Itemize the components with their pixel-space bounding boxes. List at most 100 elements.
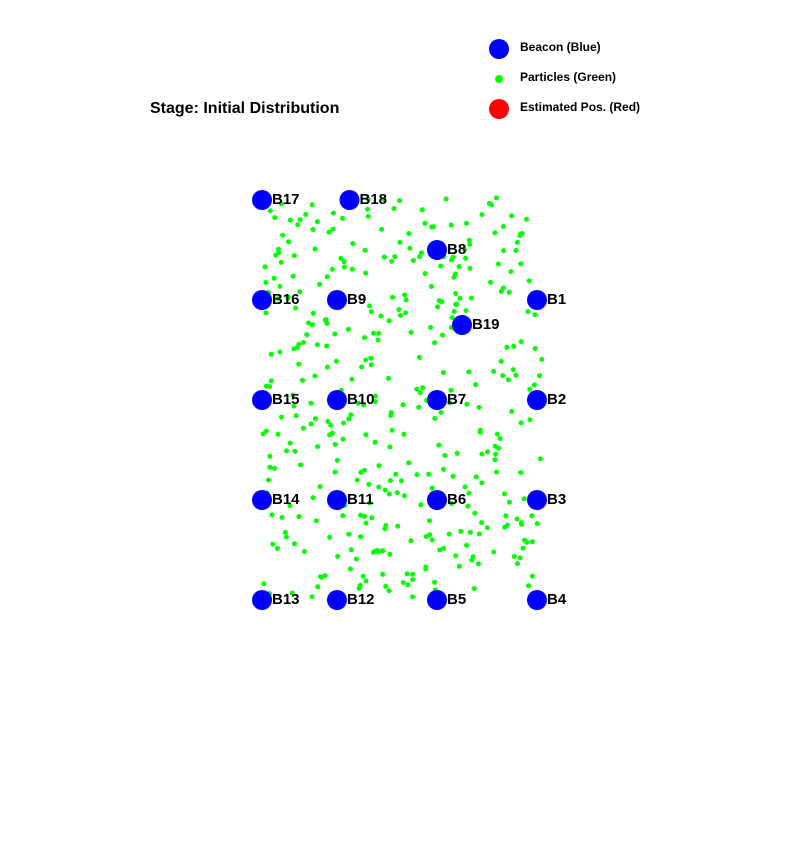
- particle-point: [310, 495, 316, 501]
- particle-point: [463, 308, 469, 314]
- beacon-marker: [427, 390, 447, 410]
- particle-point: [358, 512, 364, 518]
- beacon-b17: B17: [252, 190, 300, 210]
- particle-point: [386, 588, 392, 594]
- particle-point: [494, 469, 499, 475]
- particle-point: [401, 493, 407, 499]
- particle-point: [361, 467, 367, 473]
- particle-point: [465, 503, 471, 509]
- particle-point: [529, 513, 535, 519]
- particle-point: [446, 531, 452, 537]
- particle-point: [335, 553, 341, 559]
- particle-point: [324, 364, 330, 370]
- particle-point: [493, 451, 499, 457]
- particle-point: [398, 478, 404, 484]
- particle-point: [303, 212, 309, 217]
- particle-point: [382, 526, 388, 532]
- particle-point: [440, 370, 446, 376]
- particle-point: [426, 471, 432, 477]
- particle-point: [327, 534, 333, 540]
- particle-point: [324, 343, 330, 349]
- particle-point: [513, 372, 519, 378]
- particle-point: [278, 259, 284, 265]
- particle-point: [334, 457, 340, 463]
- particle-point: [397, 198, 403, 204]
- particle-point: [388, 413, 394, 418]
- beacons-layer: B1 B2 B3 B4 B5 B6 B7 B8 B9 B10 B11 B12 B13 B14 B15 B16 B…: [252, 190, 567, 610]
- particle-point: [278, 201, 284, 207]
- particle-point: [363, 432, 369, 438]
- particle-point: [397, 239, 403, 245]
- particle-point: [454, 450, 460, 456]
- particle-point: [376, 330, 382, 336]
- particle-point: [526, 278, 532, 284]
- particle-point: [457, 295, 463, 301]
- particle-point: [501, 248, 506, 254]
- particle-point: [513, 248, 519, 253]
- particle-point: [503, 513, 509, 519]
- particle-point: [374, 548, 380, 554]
- particle-point: [452, 271, 458, 277]
- particle-point: [435, 304, 440, 310]
- particle-point: [376, 484, 382, 490]
- beacon-marker: [339, 190, 360, 210]
- particle-point: [282, 529, 288, 535]
- particle-point: [410, 594, 415, 600]
- particle-point: [312, 373, 318, 379]
- particle-point: [438, 410, 444, 415]
- particle-point: [296, 514, 302, 520]
- particle-point: [330, 210, 336, 216]
- particle-point: [326, 229, 332, 235]
- particle-point: [354, 477, 360, 483]
- particle-point: [410, 258, 416, 263]
- beacon-marker: [527, 590, 547, 610]
- particle-point: [398, 312, 403, 318]
- beacon-b8: B8: [427, 240, 466, 260]
- particle-point: [332, 469, 338, 475]
- beacon-label: B19: [472, 316, 500, 333]
- beacon-label: B3: [547, 491, 566, 508]
- particle-point: [403, 297, 409, 303]
- particle-point: [386, 491, 392, 497]
- particle-point: [464, 542, 470, 548]
- particle-point: [298, 462, 303, 468]
- particle-point: [301, 340, 306, 345]
- particle-point: [479, 451, 485, 457]
- particle-point: [518, 339, 524, 345]
- beacon-b6: B6: [427, 490, 466, 510]
- beacon-label: B16: [272, 291, 300, 308]
- particle-point: [454, 301, 460, 307]
- particle-point: [501, 491, 507, 497]
- particle-point: [390, 294, 395, 300]
- particle-point: [514, 516, 520, 522]
- particle-point: [458, 528, 464, 534]
- particle-point: [405, 582, 411, 588]
- particle-point: [346, 416, 352, 422]
- particle-point: [448, 387, 454, 393]
- particle-point: [429, 224, 435, 230]
- particle-point: [494, 431, 500, 437]
- beacon-label: B6: [447, 491, 466, 508]
- particle-point: [506, 499, 512, 505]
- particle-point: [532, 346, 538, 351]
- particle-point: [498, 289, 504, 294]
- particle-point: [306, 320, 311, 326]
- particle-point: [267, 464, 273, 470]
- beacon-b2: B2: [527, 390, 566, 410]
- particle-point: [473, 474, 479, 480]
- particle-point: [476, 531, 482, 537]
- particle-point: [429, 537, 435, 543]
- beacon-label: B11: [347, 491, 374, 508]
- particle-point: [345, 326, 351, 332]
- particle-point: [312, 246, 318, 252]
- beacon-b15: B15: [252, 390, 300, 410]
- particle-point: [359, 364, 365, 370]
- particle-point: [400, 580, 406, 586]
- particle-point: [381, 254, 387, 260]
- particle-point: [537, 373, 542, 379]
- particle-point: [438, 263, 444, 269]
- particle-point: [471, 586, 477, 591]
- particle-point: [518, 470, 524, 475]
- particle-point: [368, 309, 374, 315]
- beacon-b14: B14: [252, 490, 300, 510]
